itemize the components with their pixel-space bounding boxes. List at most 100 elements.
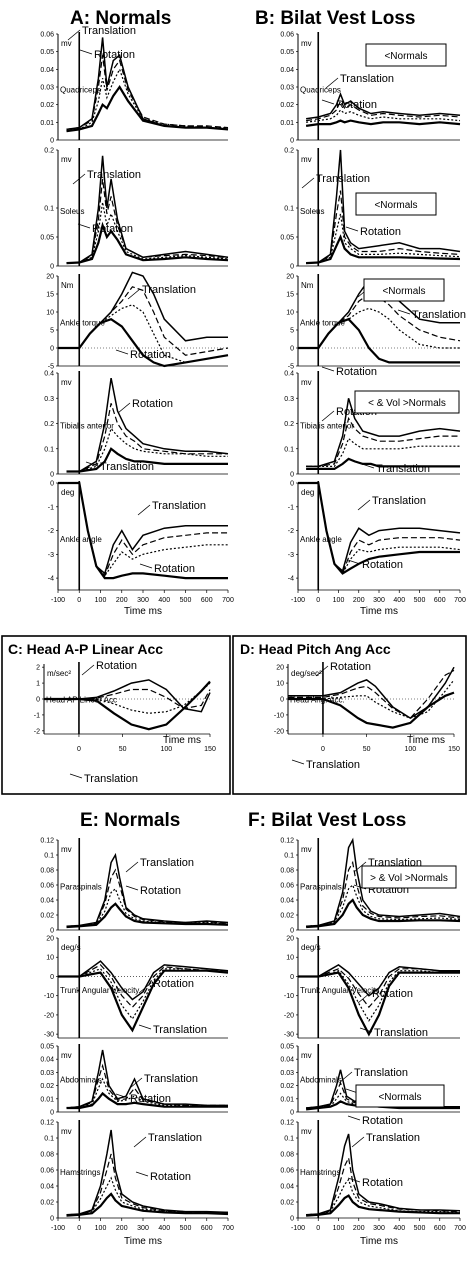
series-line-3 <box>66 1176 228 1216</box>
x-tick-label: 300 <box>137 597 149 604</box>
y-tick-label: -2 <box>288 528 294 535</box>
y-tick-label: 0.12 <box>40 1120 54 1127</box>
muscle-label: Paraspinals <box>300 883 342 892</box>
y-tick-label: -4 <box>288 576 294 583</box>
y-tick-label: 0 <box>290 472 294 479</box>
y-tick-label: 0.08 <box>280 1152 294 1159</box>
series-line-3 <box>58 968 229 1020</box>
annotation-pointer <box>79 49 93 55</box>
y-unit-label: Nm <box>301 281 314 290</box>
annotation-pointer <box>397 309 411 315</box>
x-tick-label: 200 <box>116 597 128 604</box>
muscle-label: Trunk Angular Velocity <box>60 986 139 995</box>
annotation-pointer <box>353 861 367 873</box>
annotation-pointer <box>339 1071 353 1083</box>
y-tick-label: 0.01 <box>280 1096 294 1103</box>
series-line-4 <box>288 691 455 729</box>
annotation-translation: Translation <box>372 495 426 507</box>
x-tick-label: 500 <box>414 1225 426 1232</box>
y-tick-label: 0.1 <box>44 1136 54 1143</box>
y-tick-label: 10 <box>46 955 54 962</box>
muscle-label: Quadriceps <box>60 85 101 94</box>
y-tick-label: 0.3 <box>44 396 54 403</box>
panel-a-subplot-4: 0 0.1 0.2 0.3 0.4 mv Tibialis anterior Rotation… <box>44 371 229 479</box>
annotation-translation: Translation <box>142 284 196 296</box>
annotation-rotation: Rotation <box>96 660 137 672</box>
annotation-rotation: Rotation <box>140 885 181 897</box>
annotation-translation: Translation <box>87 169 141 181</box>
y-tick-label: -30 <box>284 1032 294 1039</box>
panel-f-subplot-4: 0 0.02 0.04 0.06 0.08 0.1 0.12 mv Hamstrings Tran… <box>280 1120 461 1223</box>
series-line-2 <box>66 55 229 130</box>
annotation-rotation: Rotation <box>330 661 371 673</box>
y-tick-label: 0 <box>50 481 54 488</box>
x-tick-label: 400 <box>158 597 170 604</box>
y-tick-label: 15 <box>286 292 294 299</box>
y-unit-label: mv <box>61 1127 72 1136</box>
y-tick-label: 0.03 <box>280 1070 294 1077</box>
annotation-rotation: Rotation <box>362 1115 403 1127</box>
series-line-2 <box>66 1153 228 1216</box>
y-tick-label: 0.3 <box>284 396 294 403</box>
y-tick-label: -5 <box>288 364 294 371</box>
y-tick-label: 0.05 <box>40 1044 54 1051</box>
y-tick-label: 0.04 <box>40 1057 54 1064</box>
y-tick-label: 0.05 <box>280 235 294 242</box>
x-tick-label: 0 <box>77 1225 81 1232</box>
annotation-rotation: Rotation <box>336 366 377 378</box>
annotation-translation: Translation <box>140 857 194 869</box>
annotation-pointer <box>321 99 335 105</box>
annotation-pointer <box>137 504 151 516</box>
y-tick-label: -2 <box>34 728 40 735</box>
panel-f-subplot-2: 20 10 0 -10 -20 -30 deg/s Trunk Angular Velocit… <box>284 936 461 1039</box>
annotation-translation: Translation <box>376 463 430 475</box>
x-tick-label: 150 <box>204 746 216 753</box>
comparison-box-label: > & Vol >Normals <box>370 873 448 884</box>
annotation-pointer <box>361 463 375 469</box>
y-tick-label: 0.02 <box>40 1200 54 1207</box>
x-tick-label: 100 <box>333 1225 345 1232</box>
series-line-1 <box>44 679 211 713</box>
annotation-translation: Translation <box>148 1132 202 1144</box>
annotation-rotation: Rotation <box>130 1093 171 1105</box>
y-tick-label: -4 <box>48 576 54 583</box>
annotation-rotation: Rotation <box>336 99 377 111</box>
series-line-3 <box>66 1077 228 1109</box>
annotation-pointer <box>345 226 359 232</box>
y-tick-label: 0.08 <box>40 1152 54 1159</box>
panel-f-subplot-1: 00.020.040.060.080.10.12mvParaspinalsTra… <box>280 838 461 935</box>
annotation-rotation: Rotation <box>130 349 171 361</box>
x-tick-label: 700 <box>454 1225 466 1232</box>
panel-e-subplot-3: 0 0.01 0.02 0.03 0.04 0.05 mv Abdominals Transla… <box>40 1044 228 1117</box>
series-line-3 <box>288 679 455 719</box>
series-line-1 <box>288 666 455 719</box>
y-tick-label: 0 <box>50 138 54 145</box>
comparison-box <box>365 43 447 67</box>
y-tick-label: 0.08 <box>280 868 294 875</box>
y-tick-label: 0.01 <box>40 1096 54 1103</box>
x-tick-label: 600 <box>201 1225 213 1232</box>
annotation-pointer <box>347 559 361 565</box>
x-tick-label: 400 <box>393 597 405 604</box>
muscle-label: Abdominals <box>300 1075 342 1084</box>
x-axis-label: Time ms <box>124 606 162 617</box>
annotation-pointer <box>351 1136 365 1148</box>
series-line-3 <box>306 109 461 123</box>
panel-d-border <box>232 635 467 795</box>
series-line-2 <box>58 482 228 577</box>
annotation-pointer <box>125 885 139 891</box>
y-unit-label: mv <box>301 155 312 164</box>
annotation-translation: Translation <box>354 1067 408 1079</box>
series-line-1 <box>298 964 460 997</box>
series-line-1 <box>305 91 461 120</box>
y-tick-label: 5 <box>290 328 294 335</box>
annotation-translation: Translation <box>82 25 136 37</box>
y-tick-label: 0 <box>50 472 54 479</box>
y-tick-label: 0.03 <box>280 85 294 92</box>
y-tick-label: 20 <box>286 274 294 281</box>
series-line-3 <box>58 482 228 577</box>
annotation-pointer <box>347 1177 361 1183</box>
muscle-label: Ankle torque <box>60 319 105 328</box>
